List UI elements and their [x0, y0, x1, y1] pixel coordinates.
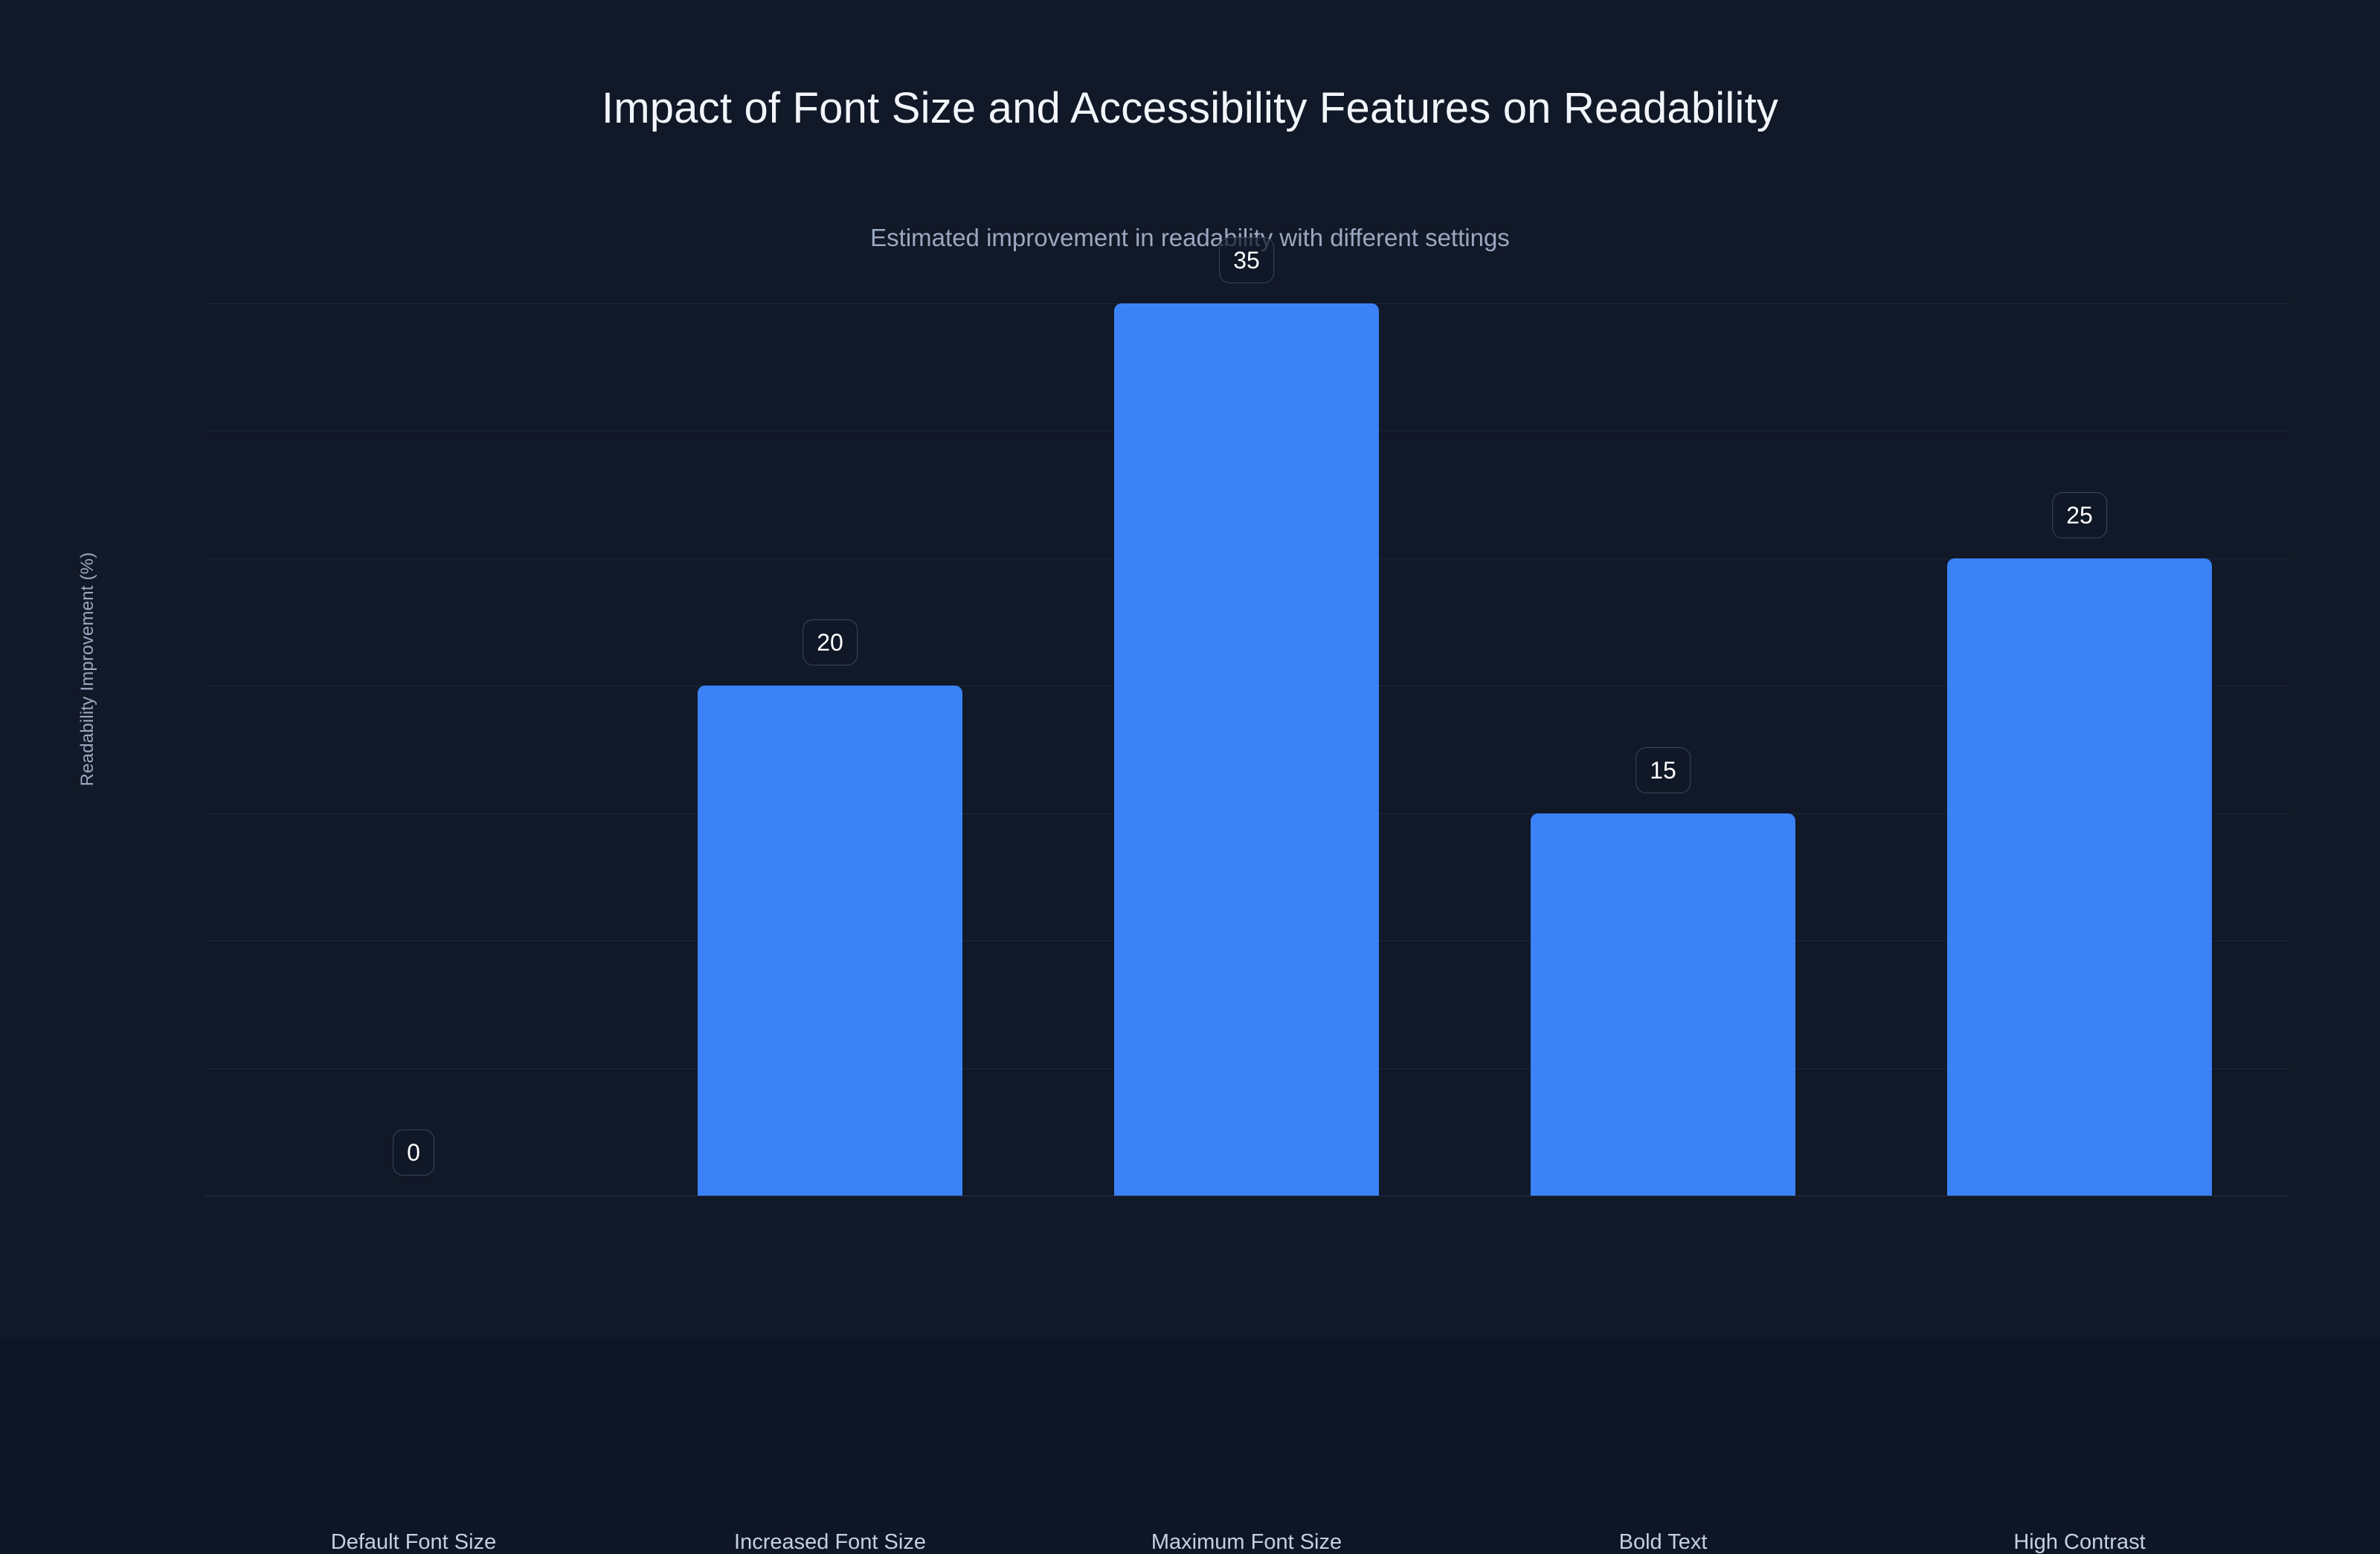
chart-title: Impact of Font Size and Accessibility Fe… [601, 84, 1779, 132]
bar[interactable] [1531, 813, 1795, 1196]
x-axis-tick-label: High Contrast [2013, 1530, 2146, 1554]
chart-subtitle: Estimated improvement in readability wit… [870, 224, 1510, 251]
bar-value-label: 35 [1219, 237, 1274, 283]
x-axis-tick-label: Increased Font Size [734, 1530, 926, 1554]
bar-value-label: 20 [803, 619, 858, 666]
x-axis-tick-label: Default Font Size [330, 1530, 497, 1554]
bar-value-label: 0 [393, 1129, 434, 1176]
x-axis-tick-label: Maximum Font Size [1151, 1530, 1342, 1554]
chart-container: Impact of Font Size and Accessibility Fe… [77, 84, 2288, 1553]
x-axis-tick-label: Bold Text [1618, 1530, 1708, 1554]
bar[interactable] [1114, 303, 1379, 1196]
bar[interactable] [698, 686, 962, 1196]
bar-value-label: 15 [1636, 747, 1691, 793]
bar-value-label: 25 [2052, 491, 2107, 538]
y-axis-title: Readability Improvement (%) [77, 552, 97, 787]
plot-area: 05101520253035 Default Font SizeIncrease… [205, 237, 2288, 1553]
bar[interactable] [1947, 558, 2212, 1196]
